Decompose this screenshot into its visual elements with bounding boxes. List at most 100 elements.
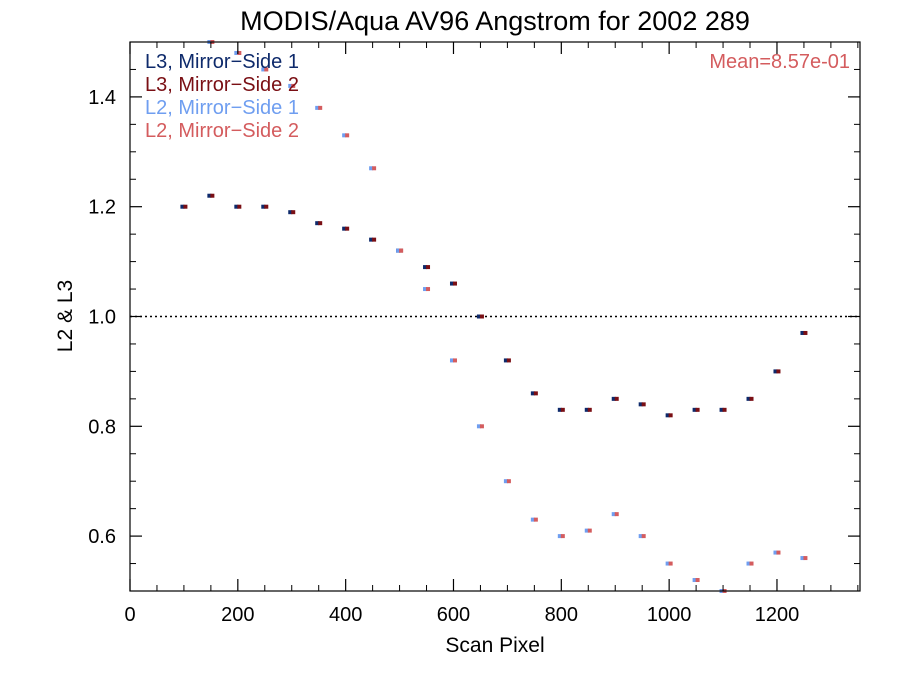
data-point <box>638 402 643 407</box>
data-point <box>452 358 457 363</box>
x-tick-label: 1200 <box>755 604 800 626</box>
x-axis-label: Scan Pixel <box>445 634 544 657</box>
x-tick-label: 600 <box>437 604 470 626</box>
data-point <box>533 391 538 396</box>
y-tick-label: 1.0 <box>88 307 116 329</box>
y-tick-label: 0.6 <box>88 526 116 548</box>
data-point <box>479 314 484 319</box>
data-point <box>345 226 350 231</box>
data-point <box>288 210 293 215</box>
data-point <box>530 517 535 522</box>
data-point <box>210 193 215 198</box>
data-point <box>503 479 508 484</box>
data-point <box>264 67 269 72</box>
x-tick-label: 1000 <box>647 604 692 626</box>
series-1 <box>180 193 805 418</box>
data-point <box>315 221 320 226</box>
data-point <box>803 330 808 335</box>
data-point <box>506 358 511 363</box>
data-point <box>449 281 454 286</box>
data-point <box>369 237 374 242</box>
y-axis-label: L2 & L3 <box>54 280 77 352</box>
x-tick-label: 200 <box>221 604 254 626</box>
data-point <box>369 166 374 171</box>
data-point <box>557 534 562 539</box>
data-point <box>695 578 700 583</box>
data-point <box>183 204 188 209</box>
data-point <box>476 424 481 429</box>
data-point <box>746 561 751 566</box>
data-point <box>665 561 670 566</box>
legend-entry-4: L2, Mirror−Side 2 <box>145 120 299 142</box>
data-point <box>318 105 323 110</box>
data-point <box>288 83 293 88</box>
y-tick-label: 0.8 <box>88 416 116 438</box>
legend-entry-2: L3, Mirror−Side 2 <box>145 74 299 96</box>
data-point <box>611 512 616 517</box>
data-point <box>614 512 619 517</box>
data-point <box>719 407 724 412</box>
axis-ticks <box>129 42 860 591</box>
legend-entry-3: L2, Mirror−Side 1 <box>145 97 299 119</box>
data-point <box>611 396 616 401</box>
data-point <box>560 534 565 539</box>
data-point <box>342 226 347 231</box>
data-point <box>722 407 727 412</box>
data-point <box>668 561 673 566</box>
data-point <box>396 248 401 253</box>
data-point <box>641 534 646 539</box>
data-point <box>315 105 320 110</box>
data-point <box>318 221 323 226</box>
data-point <box>530 391 535 396</box>
data-point <box>399 248 404 253</box>
series-2 <box>183 193 808 418</box>
data-point <box>452 281 457 286</box>
data-point <box>746 396 751 401</box>
data-point <box>291 210 296 215</box>
data-point <box>587 528 592 533</box>
x-tick-label: 0 <box>124 604 135 626</box>
data-point <box>237 204 242 209</box>
data-point <box>423 287 428 292</box>
data-point <box>584 528 589 533</box>
data-point <box>800 330 805 335</box>
mean-annotation: Mean=8.57e-01 <box>709 51 850 73</box>
tick-labels: 0 200 400 600 800 1000 1200 0.6 0.8 1.0 1.2 1.4 <box>88 87 799 626</box>
data-point <box>342 133 347 138</box>
data-point <box>237 50 242 55</box>
data-point <box>479 424 484 429</box>
data-point <box>668 413 673 418</box>
data-point <box>749 561 754 566</box>
data-point <box>180 204 185 209</box>
data-point <box>638 534 643 539</box>
data-point <box>503 358 508 363</box>
data-point <box>665 413 670 418</box>
data-point <box>261 204 266 209</box>
data-point <box>372 166 377 171</box>
data-point <box>587 407 592 412</box>
data-point <box>560 407 565 412</box>
data-point <box>776 550 781 555</box>
data-point <box>426 265 431 270</box>
data-point <box>423 265 428 270</box>
data-point <box>533 517 538 522</box>
x-tick-label: 800 <box>545 604 578 626</box>
data-point <box>345 133 350 138</box>
data-point <box>695 407 700 412</box>
data-point <box>234 50 239 55</box>
data-point <box>264 204 269 209</box>
data-point <box>776 369 781 374</box>
data-point <box>234 204 239 209</box>
data-point <box>372 237 377 242</box>
y-tick-label: 1.4 <box>88 87 116 109</box>
data-point <box>476 314 481 319</box>
data-point <box>449 358 454 363</box>
legend-entry-1: L3, Mirror−Side 1 <box>145 51 299 73</box>
data-point <box>800 556 805 561</box>
data-point <box>426 287 431 292</box>
data-point <box>506 479 511 484</box>
data-point <box>557 407 562 412</box>
data-point <box>749 396 754 401</box>
data-point <box>641 402 646 407</box>
